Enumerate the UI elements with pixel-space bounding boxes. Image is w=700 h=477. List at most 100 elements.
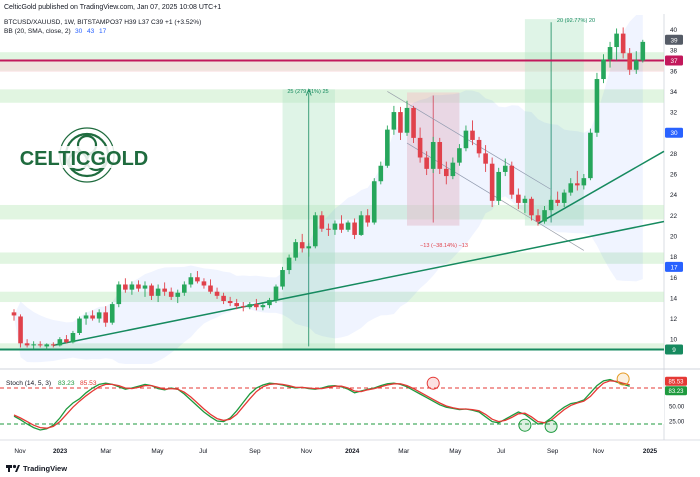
- price-axis[interactable]: 1012141618202224262830323436384039373017…: [665, 27, 683, 355]
- time-tick-label: Nov: [301, 448, 313, 455]
- candle: [620, 27, 626, 59]
- candle-body: [542, 210, 547, 222]
- symbol-line[interactable]: BTCUSD/XAUUSD, 1W, BITSTAMP: [4, 19, 110, 26]
- candle: [437, 137, 443, 175]
- candles[interactable]: [11, 27, 646, 350]
- candle-body: [70, 332, 76, 343]
- price-tick-label: 18: [670, 254, 678, 261]
- candle: [260, 302, 266, 311]
- candle-body: [430, 142, 436, 169]
- candle: [424, 151, 429, 176]
- candle-body: [417, 137, 423, 158]
- candle: [273, 284, 279, 304]
- candle-body: [313, 215, 318, 247]
- price-tick-label: 36: [670, 68, 678, 75]
- candle-body: [175, 292, 181, 297]
- price-tick-label: 20: [670, 233, 678, 240]
- candle-body: [96, 312, 102, 319]
- time-tick-label: Mar: [100, 448, 112, 455]
- candle: [627, 48, 632, 75]
- candle-body: [195, 277, 200, 282]
- time-tick-label: Mar: [398, 448, 410, 455]
- candle: [313, 212, 318, 249]
- candle-body: [352, 222, 357, 235]
- candle-body: [129, 284, 135, 290]
- candle: [280, 266, 285, 290]
- candle-body: [37, 344, 43, 346]
- candle-body: [31, 344, 36, 346]
- stoch-series-d: [13, 380, 630, 429]
- candle-body: [306, 246, 312, 249]
- measure-label-2: −13 (−38.14%) −13: [420, 243, 468, 249]
- candle: [299, 233, 305, 253]
- candle: [430, 136, 436, 173]
- candle: [516, 188, 521, 210]
- candle: [188, 273, 194, 288]
- candle: [83, 312, 89, 325]
- candle: [162, 282, 167, 296]
- candle: [411, 105, 416, 144]
- candle-body: [594, 79, 600, 133]
- bb-legend-label[interactable]: BB (20, SMA, close, 2): [4, 28, 71, 35]
- trend-lines: [0, 59, 665, 351]
- candle: [398, 106, 403, 140]
- support-zone: [0, 252, 664, 264]
- stoch-range-area: [0, 388, 664, 424]
- candle-body: [24, 343, 30, 346]
- time-axis[interactable]: Nov 2023 Mar May Jul Sep Nov 2024 Mar May Jul Sep No…: [14, 448, 657, 455]
- price-label-box: [665, 344, 683, 355]
- long-term-trendline: [53, 220, 665, 347]
- arrow-head-1: [305, 88, 312, 96]
- candle-body: [365, 215, 370, 223]
- candle-body: [345, 222, 351, 230]
- candle-body: [221, 295, 226, 301]
- candle: [142, 281, 148, 297]
- candle-body: [182, 284, 187, 293]
- stoch-signal-marker: [616, 372, 630, 386]
- candle-body: [483, 153, 488, 164]
- candle-body: [116, 284, 122, 305]
- candle-body: [378, 165, 384, 182]
- candle: [588, 128, 593, 181]
- candle: [77, 316, 82, 336]
- candle-body: [57, 339, 63, 346]
- candle-body: [142, 285, 148, 289]
- candle-body: [627, 53, 632, 70]
- candle-body: [188, 277, 194, 285]
- candle: [116, 281, 122, 308]
- time-tick-label: May: [449, 448, 462, 455]
- stoch-legend-label[interactable]: Stoch (14, 5, 3): [6, 380, 51, 387]
- tradingview-footer[interactable]: TradingView: [6, 464, 67, 473]
- time-tick-label: Jul: [497, 448, 505, 455]
- candle: [24, 339, 30, 348]
- candle-body: [358, 215, 364, 235]
- candle-body: [568, 183, 574, 193]
- candle: [168, 287, 174, 300]
- price-label-box: [665, 127, 683, 138]
- candle-body: [502, 165, 508, 172]
- candle-body: [509, 165, 515, 195]
- candle-body: [548, 199, 554, 211]
- price-label-text: 37: [670, 58, 678, 65]
- candle-body: [516, 194, 521, 203]
- price-label-text: 17: [670, 264, 678, 271]
- candle: [614, 28, 619, 61]
- candle-body: [64, 339, 69, 343]
- bollinger-band-fill: [14, 15, 643, 364]
- candle: [326, 223, 331, 236]
- candle: [18, 314, 23, 348]
- candle-body: [463, 130, 469, 149]
- support-resistance-zones: [0, 52, 664, 350]
- candle-body: [450, 162, 456, 177]
- candle-body: [371, 181, 377, 223]
- candle: [306, 243, 312, 257]
- price-label-text: 30: [670, 130, 678, 137]
- price-label-support: 9: [665, 344, 683, 355]
- candle: [175, 289, 181, 304]
- candle-body: [267, 299, 272, 306]
- candle: [345, 220, 351, 232]
- candle-body: [391, 112, 397, 130]
- stoch-tick-label: 50.00: [669, 404, 685, 411]
- candle: [240, 302, 246, 312]
